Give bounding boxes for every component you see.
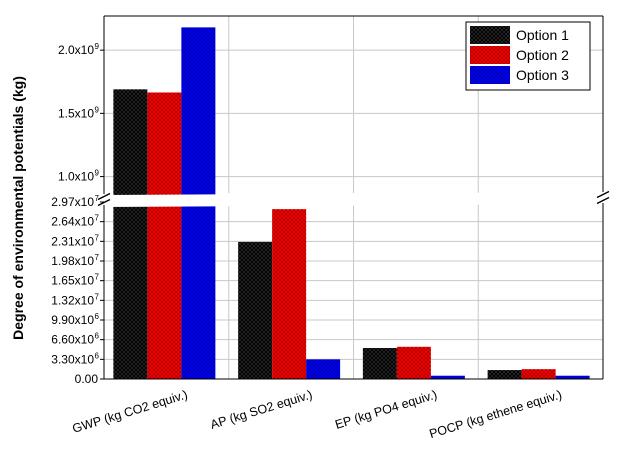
- y-tick-exponent: 7: [95, 292, 100, 301]
- bar-option-3-2: [430, 375, 465, 379]
- bar-option-3-1: [306, 359, 341, 379]
- legend-label: Option 3: [516, 67, 569, 83]
- y-tick-label: 3.30x10: [51, 352, 94, 366]
- axis-break-mark: [97, 192, 111, 201]
- y-axis-title: Degree of environmental potentials (kg): [10, 76, 26, 340]
- category-label: EP (kg PO4 equiv.): [333, 387, 438, 431]
- y-tick-exponent: 9: [95, 169, 100, 178]
- bar-option-1-3: [487, 370, 522, 379]
- axis-break-mark: [596, 190, 610, 199]
- bar-option-2-3: [521, 369, 556, 379]
- legend-swatch: [470, 26, 510, 44]
- legend-swatch: [470, 46, 510, 64]
- y-tick-exponent: 6: [95, 332, 100, 341]
- legend-swatch: [470, 66, 510, 84]
- axes: [96, 15, 611, 380]
- y-tick-label: 1.65x10: [51, 274, 94, 288]
- y-tick-label: 1.5x10: [58, 106, 94, 120]
- y-tick-exponent: 7: [95, 194, 100, 203]
- bar-option-3-3: [555, 375, 590, 379]
- bar-option-1-2: [362, 348, 397, 379]
- y-tick-exponent: 6: [95, 312, 100, 321]
- y-tick-exponent: 7: [95, 273, 100, 282]
- category-label: AP (kg SO2 equiv.): [209, 387, 314, 431]
- y-tick-label: 2.31x10: [51, 234, 94, 248]
- bar-option-2-1: [272, 209, 307, 379]
- y-tick-label: 6.60x10: [51, 333, 94, 347]
- legend-label: Option 2: [516, 47, 569, 63]
- bar-option-2-0: [147, 92, 182, 379]
- y-tick-label: 1.32x10: [51, 293, 94, 307]
- y-tick-exponent: 9: [95, 42, 100, 51]
- y-tick-label: 9.90x10: [51, 313, 94, 327]
- bar-option-1-0: [113, 89, 148, 379]
- y-axis-ticks: 0.003.30x10 66.60x10 69.90x10 61.32x10 71.65…: [51, 42, 104, 386]
- y-tick-label: 1.0x10: [58, 170, 94, 184]
- axis-break-mark: [596, 196, 610, 205]
- y-tick-label: 2.64x10: [51, 215, 94, 229]
- y-tick-exponent: 9: [95, 105, 100, 114]
- y-tick-label: 2.97x10: [51, 195, 94, 209]
- y-tick-label: 2.0x10: [58, 43, 94, 57]
- bars: [113, 27, 590, 379]
- y-tick-label: 0.00: [75, 372, 99, 386]
- category-label: POCP (kg ethene equiv.): [428, 387, 564, 441]
- category-label: GWP (kg CO2 equiv.): [71, 387, 190, 435]
- y-tick-exponent: 7: [95, 214, 100, 223]
- x-axis-categories: GWP (kg CO2 equiv.) AP (kg SO2 equiv.) EP …: [71, 387, 564, 441]
- bar-option-1-1: [238, 241, 273, 379]
- axis-break-band: [96, 192, 611, 207]
- bar-option-2-2: [396, 346, 431, 379]
- y-tick-exponent: 7: [95, 233, 100, 242]
- y-tick-label: 1.98x10: [51, 254, 94, 268]
- legend-label: Option 1: [516, 27, 569, 43]
- y-tick-exponent: 7: [95, 253, 100, 262]
- legend: Option 1 Option 2 Option 3: [465, 21, 591, 91]
- y-tick-exponent: 6: [95, 351, 100, 360]
